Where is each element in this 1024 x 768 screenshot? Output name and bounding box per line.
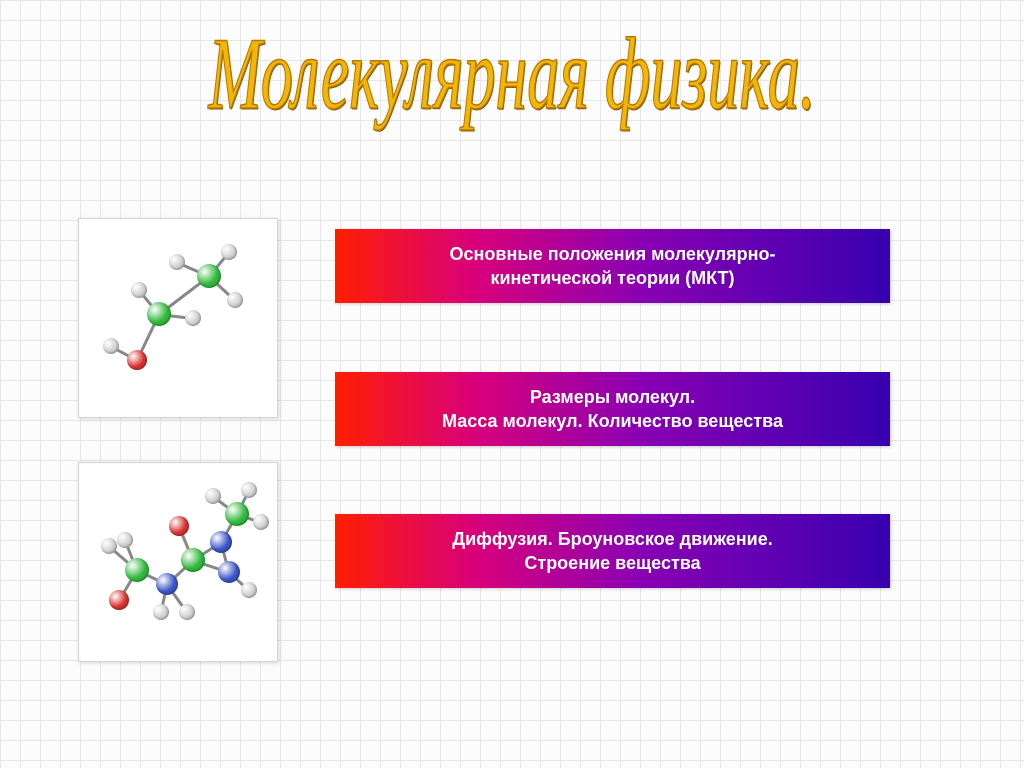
bar-line: кинетической теории (МКТ) — [490, 266, 734, 290]
molecule-image-1 — [78, 218, 278, 418]
molecule-image-2 — [78, 462, 278, 662]
bar-line: Строение вещества — [524, 551, 700, 575]
bar-line: Размеры молекул. — [530, 385, 695, 409]
bar-line: Основные положения молекулярно- — [450, 242, 776, 266]
topic-bar-mkt[interactable]: Основные положения молекулярно- кинетиче… — [335, 229, 890, 303]
bar-line: Диффузия. Броуновское движение. — [452, 527, 772, 551]
bar-line: Масса молекул. Количество вещества — [442, 409, 783, 433]
topic-bar-molecule-size[interactable]: Размеры молекул. Масса молекул. Количест… — [335, 372, 890, 446]
page-title: Молекулярная физика. — [208, 15, 815, 133]
topic-bar-diffusion[interactable]: Диффузия. Броуновское движение. Строение… — [335, 514, 890, 588]
